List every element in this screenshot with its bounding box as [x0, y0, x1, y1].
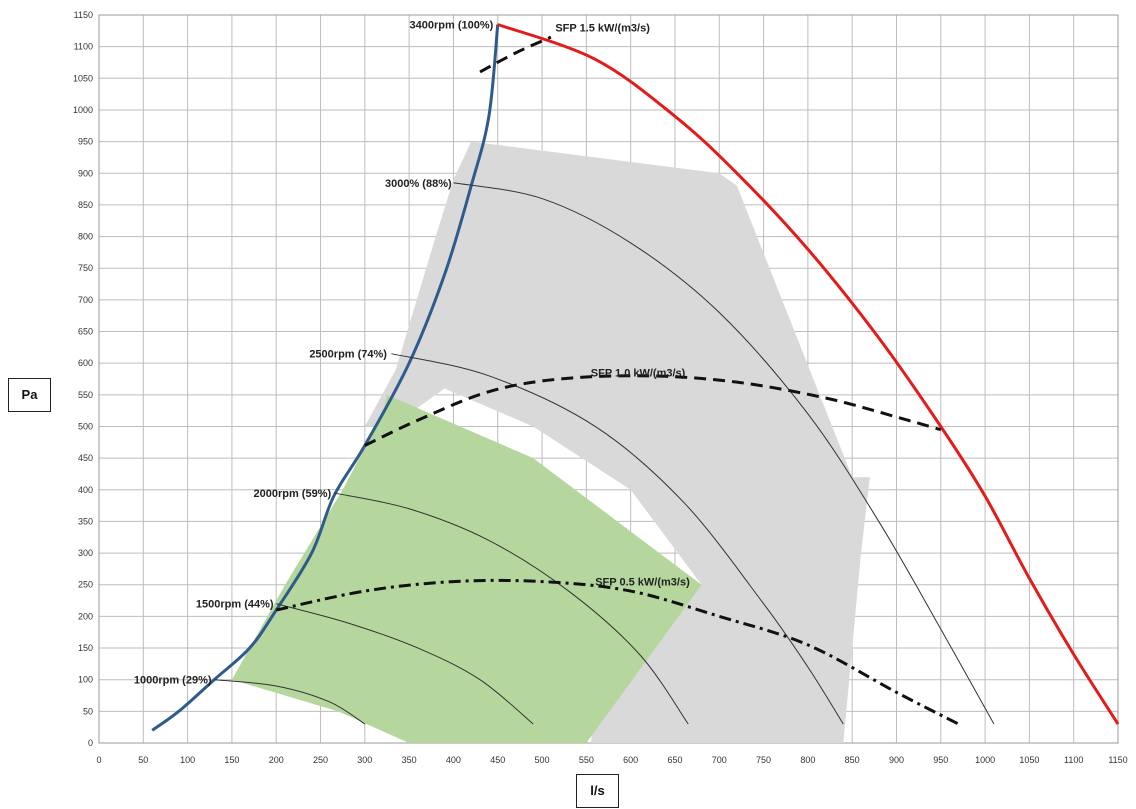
rpm-2000	[333, 492, 689, 725]
y-tick-label: 850	[78, 200, 93, 210]
curve-annotation: 3000% (88%)	[385, 178, 452, 190]
curves	[151, 23, 1120, 732]
x-tick-label: 750	[756, 755, 771, 765]
y-tick-label: 150	[78, 643, 93, 653]
sfp-1-0	[364, 374, 942, 447]
curve-annotation: SFP 1.0 kW/(m3/s)	[591, 368, 686, 380]
curve-annotation: 1000rpm (29%)	[134, 675, 212, 687]
y-tick-label: 100	[78, 675, 93, 685]
rpm-3000	[453, 182, 995, 725]
y-tick-label: 200	[78, 611, 93, 621]
y-tick-label: 250	[78, 580, 93, 590]
x-tick-label: 850	[845, 755, 860, 765]
x-tick-label: 0	[96, 755, 101, 765]
x-tick-label: 1150	[1108, 755, 1127, 765]
curve-annotation: 2000rpm (59%)	[253, 488, 331, 500]
x-axis-label: l/s	[576, 774, 619, 808]
y-tick-label: 750	[78, 263, 93, 273]
x-tick-label: 200	[269, 755, 284, 765]
y-tick-label: 1150	[74, 10, 93, 20]
y-tick-label: 50	[83, 706, 93, 716]
x-tick-label: 300	[357, 755, 372, 765]
rpm-2500	[391, 353, 844, 725]
x-tick-label: 100	[180, 755, 195, 765]
curve-annotation: 3400rpm (100%)	[410, 19, 494, 31]
x-tick-label: 1050	[1019, 755, 1039, 765]
x-tick-labels: 0 50 100 150 200 250 300 350 400 450 500 550 600 650 7…	[96, 755, 1127, 765]
x-tick-label: 800	[800, 755, 815, 765]
x-tick-label: 250	[313, 755, 328, 765]
rpm-1500	[276, 603, 534, 725]
x-tick-label: 450	[490, 755, 505, 765]
y-tick-label: 300	[78, 548, 93, 558]
curve-annotation: 1500rpm (44%)	[196, 599, 274, 611]
x-tick-label: 1100	[1064, 755, 1083, 765]
system-curve	[151, 24, 500, 732]
x-tick-label: 650	[667, 755, 682, 765]
y-tick-label: 700	[78, 295, 93, 305]
y-tick-label: 500	[78, 421, 93, 431]
y-tick-label: 1050	[73, 73, 93, 83]
x-tick-label: 600	[623, 755, 638, 765]
y-tick-label: 950	[78, 137, 93, 147]
x-tick-label: 350	[402, 755, 417, 765]
y-tick-label: 550	[78, 390, 93, 400]
y-tick-label: 650	[78, 327, 93, 337]
x-tick-label: 900	[889, 755, 904, 765]
y-tick-label: 900	[78, 168, 93, 178]
sfp-1-5	[479, 35, 552, 74]
y-tick-label: 1100	[74, 42, 93, 52]
rpm-1000	[214, 679, 366, 725]
y-tick-label: 0	[88, 738, 93, 748]
x-tick-label: 150	[224, 755, 239, 765]
x-tick-label: 700	[712, 755, 727, 765]
y-axis-label: Pa	[8, 378, 51, 412]
x-tick-label: 50	[138, 755, 148, 765]
regions	[231, 141, 870, 743]
sfp-0-5	[275, 578, 960, 726]
x-tick-label: 1000	[975, 755, 995, 765]
y-tick-label: 450	[78, 453, 93, 463]
y-tick-label: 600	[78, 358, 93, 368]
y-tick-label: 400	[78, 485, 93, 495]
y-tick-label: 800	[78, 232, 93, 242]
x-tick-label: 950	[933, 755, 948, 765]
curve-annotation: SFP 1.5 kW/(m3/s)	[555, 23, 650, 35]
green-region	[231, 394, 702, 743]
y-tick-label: 350	[78, 516, 93, 526]
curve-annotation: 2500rpm (74%)	[309, 349, 387, 361]
curve-annotation: SFP 0.5 kW/(m3/s)	[595, 577, 690, 589]
y-tick-label: 1000	[73, 105, 93, 115]
curve-annotations: 3400rpm (100%) SFP 1.5 kW/(m3/s) 3000% (88…	[134, 19, 690, 686]
max-curve	[497, 23, 1120, 725]
x-tick-label: 500	[535, 755, 550, 765]
x-tick-label: 400	[446, 755, 461, 765]
y-tick-labels: 0 50 100 150 200 250 300 350 400 450 500 550 600 650 7…	[73, 10, 93, 748]
x-tick-label: 550	[579, 755, 594, 765]
